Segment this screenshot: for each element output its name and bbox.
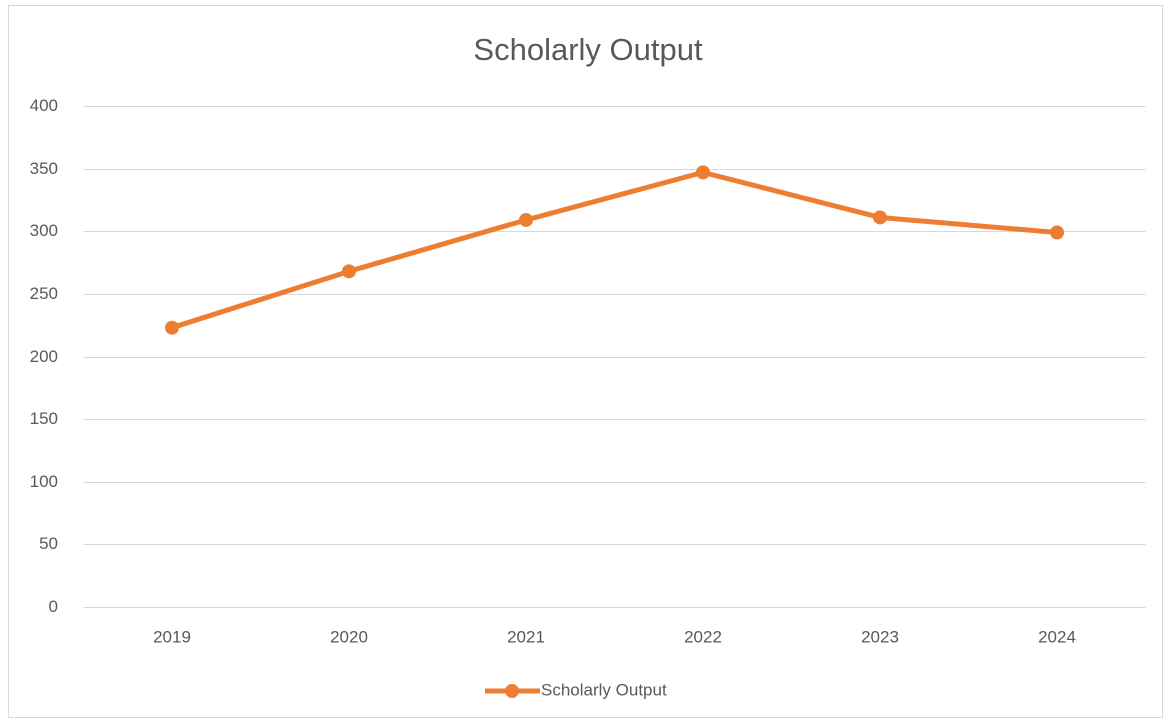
x-tick-label: 2020 [330, 627, 368, 646]
legend-label: Scholarly Output [541, 680, 667, 699]
marker [519, 212, 533, 227]
marker [696, 165, 710, 180]
marker [342, 264, 356, 279]
y-tick-label: 300 [30, 221, 58, 240]
marker [165, 320, 179, 335]
y-tick-label: 150 [30, 409, 58, 428]
y-tick-label: 400 [30, 96, 58, 115]
x-tick-label: 2022 [684, 627, 722, 646]
y-tick-label: 250 [30, 284, 58, 303]
y-tick-label: 350 [30, 159, 58, 178]
chart-title: Scholarly Output [473, 32, 703, 67]
x-tick-label: 2023 [861, 627, 899, 646]
line [169, 169, 1060, 331]
marker [1050, 225, 1064, 240]
y-tick-label: 50 [39, 534, 58, 553]
y-tick-label: 100 [30, 472, 58, 491]
chart-border [8, 5, 1163, 718]
y-tick-label: 200 [30, 347, 58, 366]
y-tick-label: 0 [49, 597, 58, 616]
x-tick-label: 2021 [507, 627, 545, 646]
x-tick-label: 2019 [153, 627, 191, 646]
legend-marker [505, 684, 519, 698]
x-tick-label: 2024 [1038, 627, 1076, 646]
marker [873, 210, 887, 225]
